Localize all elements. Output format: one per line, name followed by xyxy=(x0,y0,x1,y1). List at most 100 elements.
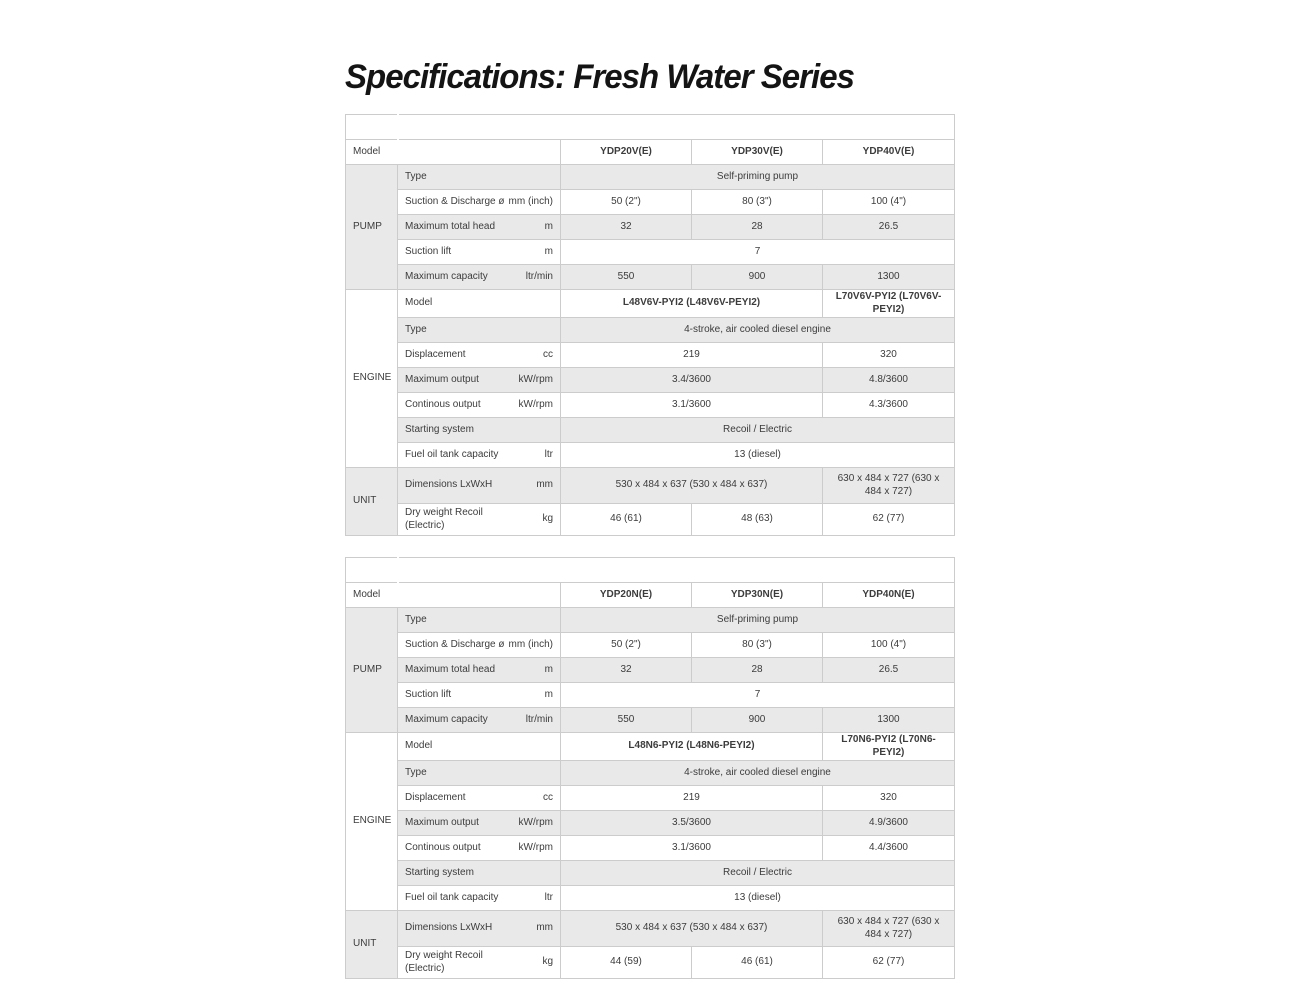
spec-label-cell: Dry weight Recoil (Electric) kg xyxy=(397,503,561,536)
spec-value-cell: 4.8/3600 xyxy=(821,367,956,393)
spec-label-cell: Type xyxy=(397,760,561,786)
spec-label: Maximum total head xyxy=(405,220,496,232)
spec-label-cell: Dry weight Recoil (Electric) kg xyxy=(397,946,561,979)
spec-value-cell: 100 (4") xyxy=(821,189,956,215)
spec-value-cell: 7 xyxy=(560,682,955,708)
engine-type-row: Type 4-stroke, air cooled diesel engine xyxy=(346,317,956,343)
spec-label-cell: Suction lift m xyxy=(397,682,561,708)
spec-label-cell: Maximum capacity ltr/min xyxy=(397,707,561,733)
spec-value-cell: 550 xyxy=(560,264,692,290)
spec-label-cell: Type xyxy=(397,317,561,343)
engine-max-output-row: Maximum output kW/rpm 3.5/3600 4.9/3600 xyxy=(346,810,955,836)
engine-starting-row: Starting system Recoil / Electric xyxy=(346,417,956,443)
spec-label-cell: Type xyxy=(397,164,561,190)
pump-type-row: PUMP Type Self-priming pump xyxy=(345,164,956,290)
engine-model-row: ENGINE Model L48N6-PYI2 (L48N6-PEYI2) L7… xyxy=(345,732,955,911)
model-name-cell: YDP40V(E) xyxy=(821,139,956,165)
spec-value-cell: 630 x 484 x 727 (630 x 484 x 727) xyxy=(821,467,956,504)
model-row: Model YDP20V(E) YDP30V(E) YDP40V(E) xyxy=(345,139,956,165)
engine-cont-output-row: Continous output kW/rpm 3.1/3600 4.4/3600 xyxy=(346,835,955,861)
pump-head-row: Maximum total head m 32 28 26.5 xyxy=(346,214,956,240)
spec-label: Maximum output xyxy=(405,816,479,828)
engine-model-row: ENGINE Model L48V6V-PYI2 (L48V6V-PEYI2) … xyxy=(345,289,956,468)
spec-value-cell: 28 xyxy=(691,214,823,240)
spec-label: Type xyxy=(405,613,427,625)
spec-label-cell: Dimensions LxWxH mm xyxy=(397,910,561,947)
spec-value-cell: 900 xyxy=(691,264,823,290)
header-corner-cell xyxy=(345,114,398,140)
spec-value-cell: 219 xyxy=(560,342,823,368)
group-label-engine: ENGINE xyxy=(345,289,398,468)
engine-type-row: Type 4-stroke, air cooled diesel engine xyxy=(346,760,955,786)
spec-label-cell: Dimensions LxWxH mm xyxy=(397,467,561,504)
spec-value-cell: 550 xyxy=(560,707,692,733)
engine-max-output-row: Maximum output kW/rpm 3.4/3600 4.8/3600 xyxy=(346,367,956,393)
spec-unit: kW/rpm xyxy=(518,816,553,828)
spec-unit: m xyxy=(544,663,553,675)
spec-unit: kW/rpm xyxy=(518,841,553,853)
spec-value-cell: Recoil / Electric xyxy=(559,417,956,443)
spec-label: Dimensions LxWxH xyxy=(405,922,493,934)
spec-value-cell: Self-priming pump xyxy=(560,607,955,633)
spec-value-cell: 32 xyxy=(560,657,692,683)
header-row: Fresh Water Pumps (Emission: NON-REGULAT… xyxy=(345,557,955,583)
pump-lift-row: Suction lift m 7 xyxy=(346,682,955,708)
spec-label: Type xyxy=(405,323,427,335)
spec-unit: kW/rpm xyxy=(518,373,553,385)
engine-fuel-row: Fuel oil tank capacity ltr 13 (diesel) xyxy=(346,885,955,911)
model-name-cell: YDP30N(E) xyxy=(691,582,823,608)
unit-dimensions-row: UNIT Dimensions LxWxH mm 530 x 484 x 637 … xyxy=(345,467,956,536)
spec-value-cell: Self-priming pump xyxy=(559,164,956,190)
spec-value-cell: Recoil / Electric xyxy=(560,860,955,886)
spec-value-cell: 62 (77) xyxy=(821,503,956,536)
spec-page: Specifications: Fresh Water Series Fresh… xyxy=(345,58,956,1000)
engine-cont-output-row: Continous output kW/rpm 3.1/3600 4.3/3600 xyxy=(346,392,956,418)
spec-label-cell: Maximum capacity ltr/min xyxy=(397,264,561,290)
pump-lift-row: Suction lift m 7 xyxy=(346,239,956,265)
spec-label: Starting system xyxy=(405,866,474,878)
spec-value-cell: 80 (3") xyxy=(691,189,823,215)
spec-value-cell: 4.3/3600 xyxy=(821,392,956,418)
model-row-label: Model xyxy=(345,139,561,165)
spec-value-cell: 3.1/3600 xyxy=(560,835,823,861)
spec-label: Type xyxy=(405,170,427,182)
spec-value-cell: 3.4/3600 xyxy=(560,367,823,393)
spec-label: Displacement xyxy=(405,348,466,360)
spec-value-cell: 13 (diesel) xyxy=(560,885,955,911)
spec-unit: kg xyxy=(542,956,553,968)
spec-value-cell: 4.4/3600 xyxy=(822,835,955,861)
pump-capacity-row: Maximum capacity ltr/min 550 900 1300 xyxy=(346,264,956,290)
spec-label: Suction lift xyxy=(405,688,452,700)
spec-label-cell: Model xyxy=(397,289,561,318)
spec-value-cell: 13 (diesel) xyxy=(559,442,956,468)
spec-label: Continous output xyxy=(405,841,481,853)
spec-unit: ltr/min xyxy=(525,713,553,725)
spec-unit: ltr/min xyxy=(525,270,553,282)
spec-value-cell: 46 (61) xyxy=(560,503,692,536)
spec-value-cell: 32 xyxy=(560,214,692,240)
spec-unit: m xyxy=(544,688,553,700)
spec-value-cell: 1300 xyxy=(822,707,955,733)
engine-model-cell: L48N6-PYI2 (L48N6-PEYI2) xyxy=(560,732,823,761)
pump-suction-row: Suction & Discharge ø mm (inch) 50 (2") 8… xyxy=(346,632,955,658)
spec-table-eu-stage-v: Fresh Water Pumps (Emission: EU STAGE-V)… xyxy=(345,114,956,536)
spec-label: Maximum capacity xyxy=(405,270,488,282)
spec-label: Fuel oil tank capacity xyxy=(405,448,499,460)
spec-label: Suction & Discharge ø xyxy=(405,638,505,650)
model-name-cell: YDP20V(E) xyxy=(560,139,692,165)
engine-model-cell: L48V6V-PYI2 (L48V6V-PEYI2) xyxy=(560,289,823,318)
spec-value-cell: 100 (4") xyxy=(822,632,955,658)
spec-value-cell: 44 (59) xyxy=(560,946,692,979)
model-row-label: Model xyxy=(345,582,561,608)
engine-starting-row: Starting system Recoil / Electric xyxy=(346,860,955,886)
spec-label-cell: Fuel oil tank capacity ltr xyxy=(397,442,561,468)
spec-value-cell: 62 (77) xyxy=(822,946,955,979)
spec-unit: kW/rpm xyxy=(518,398,553,410)
spec-label-cell: Suction lift m xyxy=(397,239,561,265)
unit-dimensions-row: UNIT Dimensions LxWxH mm 530 x 484 x 637 … xyxy=(345,910,955,979)
spec-label: Dry weight Recoil (Electric) xyxy=(405,507,483,531)
spec-value-cell: 320 xyxy=(822,785,955,811)
unit-weight-row: Dry weight Recoil (Electric) kg 46 (61) 4… xyxy=(346,503,956,536)
spec-label-cell: Maximum total head m xyxy=(397,657,561,683)
spec-value-cell: 7 xyxy=(559,239,956,265)
